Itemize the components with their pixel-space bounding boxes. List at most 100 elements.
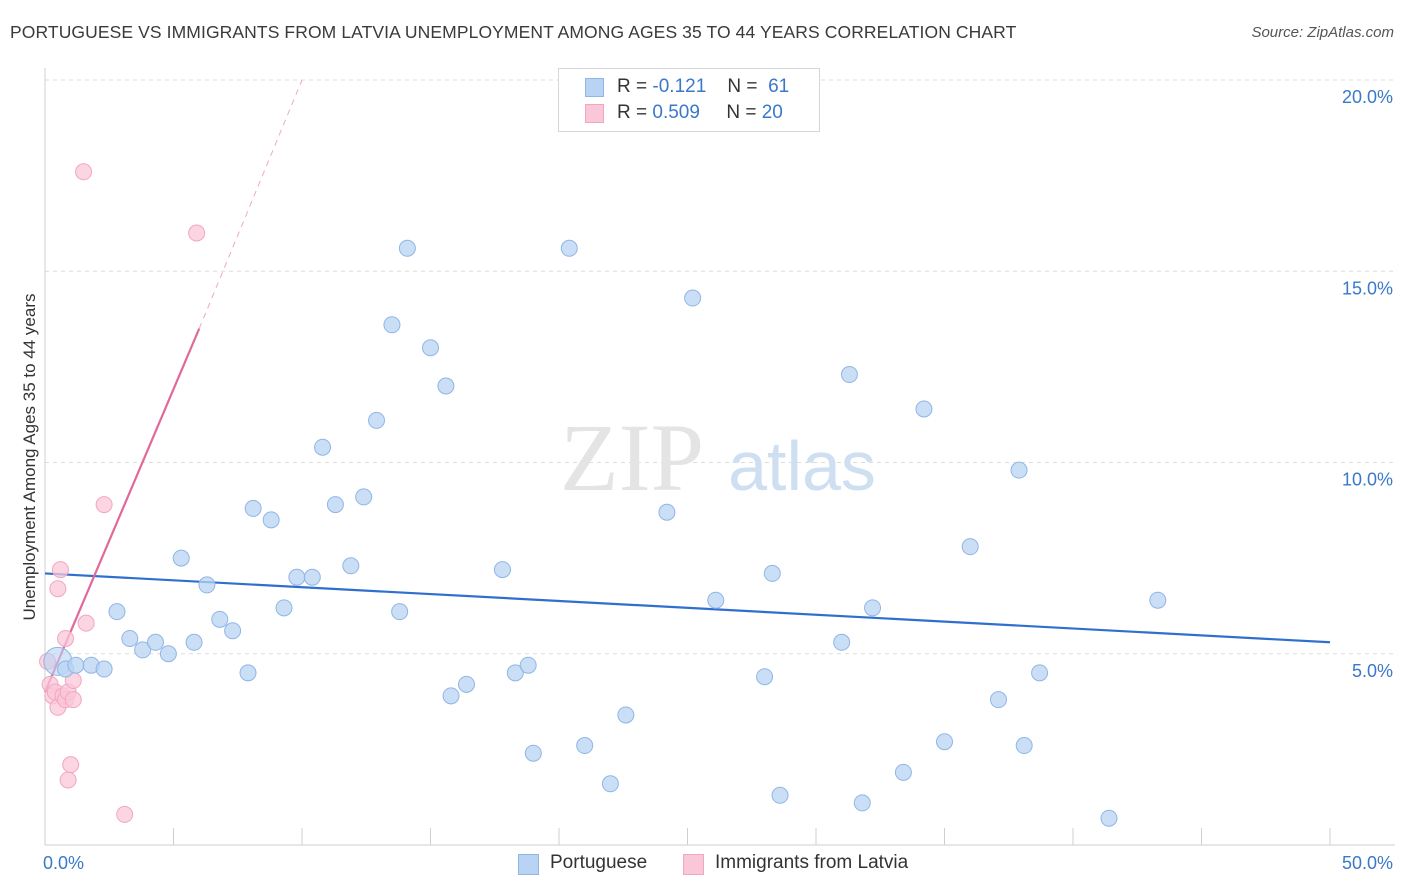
data-point-portuguese [147, 633, 165, 651]
series-legend-swatch-portuguese [518, 854, 539, 875]
data-point-latvia [188, 224, 206, 242]
data-point-portuguese [303, 568, 321, 586]
data-point-latvia [77, 614, 95, 632]
trendline-latvia-extension [198, 79, 303, 329]
data-point-portuguese [185, 633, 203, 651]
data-point-portuguese [989, 691, 1007, 709]
y-tick-label: 15.0% [1342, 278, 1393, 298]
data-point-portuguese [383, 316, 401, 334]
data-point-portuguese [422, 339, 439, 357]
data-point-latvia [51, 561, 69, 579]
data-point-portuguese [314, 438, 332, 456]
data-point-portuguese [864, 599, 882, 617]
x-tick-label-min: 0.0% [43, 853, 84, 873]
legend-n-label: N = [727, 76, 758, 97]
data-point-portuguese [275, 599, 293, 617]
trendline-portuguese [44, 572, 1331, 644]
watermark: ZIP atlas [560, 404, 876, 511]
data-point-portuguese [368, 411, 386, 429]
data-point-portuguese [524, 744, 542, 762]
trendlines [43, 79, 1331, 693]
data-point-portuguese [894, 763, 912, 781]
data-point-latvia [75, 163, 93, 181]
y-tick-label: 10.0% [1342, 470, 1393, 490]
legend-n-label: N = [726, 102, 757, 123]
axes [44, 68, 1395, 846]
data-point-portuguese [172, 549, 190, 567]
data-point-portuguese [437, 377, 455, 395]
data-point-portuguese [576, 737, 594, 755]
data-point-portuguese [519, 656, 537, 674]
data-point-portuguese [756, 668, 774, 686]
data-point-portuguese [763, 564, 781, 582]
data-point-portuguese [342, 557, 360, 575]
data-point-portuguese [457, 675, 475, 693]
portuguese-points [43, 239, 1167, 827]
data-point-portuguese [442, 687, 460, 705]
data-point-portuguese [658, 503, 676, 521]
data-point-portuguese [121, 629, 139, 647]
legend-r-label: R = [617, 76, 648, 97]
data-point-latvia [59, 771, 77, 789]
watermark-atlas: atlas [728, 427, 876, 505]
data-point-portuguese [198, 576, 216, 594]
y-tick-label: 20.0% [1342, 87, 1393, 107]
x-tick-label-max: 50.0% [1342, 853, 1393, 873]
data-point-portuguese [398, 239, 416, 257]
data-point-latvia [62, 756, 80, 774]
data-point-portuguese [915, 400, 933, 418]
data-point-portuguese [211, 610, 229, 628]
data-point-portuguese [67, 656, 85, 674]
series-legend-swatch-latvia [683, 854, 704, 875]
legend-r-label: R = [617, 102, 648, 123]
data-point-portuguese [493, 561, 511, 579]
data-point-portuguese [391, 603, 409, 621]
data-point-portuguese [936, 733, 953, 751]
series-legend-label-latvia: Immigrants from Latvia [715, 852, 909, 873]
data-point-portuguese [288, 568, 306, 586]
data-point-portuguese [961, 538, 979, 556]
source-label: Source: ZipAtlas.com [1251, 24, 1394, 41]
data-point-portuguese [853, 794, 871, 812]
data-point-portuguese [617, 706, 635, 724]
data-point-portuguese [560, 239, 578, 257]
data-point-portuguese [1015, 737, 1033, 755]
legend-n-value-latvia: 20 [761, 102, 783, 123]
correlation-legend: R = -0.121 N = 61 R = 0.509 N = 20 [558, 68, 820, 132]
data-point-portuguese [1149, 591, 1167, 609]
series-legend-label-portuguese: Portuguese [550, 852, 648, 873]
data-point-portuguese [244, 499, 262, 517]
data-point-latvia [57, 629, 75, 647]
data-point-portuguese [159, 645, 177, 663]
legend-r-value-portuguese: -0.121 [652, 76, 707, 97]
chart-title: PORTUGUESE VS IMMIGRANTS FROM LATVIA UNE… [10, 22, 1017, 42]
legend-swatch-latvia [585, 104, 604, 123]
latvia-points [39, 163, 206, 823]
gridlines [45, 79, 1395, 655]
data-point-portuguese [239, 664, 257, 682]
data-point-portuguese [771, 786, 789, 804]
data-point-portuguese [326, 496, 344, 514]
data-point-portuguese [108, 603, 126, 621]
data-point-latvia [64, 691, 82, 709]
y-axis-label: Unemployment Among Ages 35 to 44 years [20, 293, 39, 621]
legend-r-value-latvia: 0.509 [652, 102, 700, 123]
data-point-latvia [49, 580, 67, 598]
data-point-latvia [95, 496, 113, 514]
watermark-zip: ZIP [560, 404, 704, 511]
y-tick-label: 5.0% [1352, 661, 1393, 681]
tick-labels: 5.0% 10.0% 15.0% 20.0% 0.0% 50.0% [43, 87, 1393, 873]
legend-n-value-portuguese: 61 [768, 76, 790, 97]
data-point-portuguese [262, 511, 280, 529]
legend-swatch-portuguese [585, 78, 604, 97]
trendline-latvia [43, 328, 201, 693]
data-point-portuguese [1031, 664, 1049, 682]
data-point-portuguese [355, 488, 373, 506]
data-point-portuguese [95, 660, 113, 678]
data-point-latvia [116, 805, 134, 823]
data-point-portuguese [1100, 809, 1118, 827]
data-point-portuguese [840, 366, 858, 384]
data-point-portuguese [506, 664, 524, 682]
data-point-portuguese [833, 633, 851, 651]
